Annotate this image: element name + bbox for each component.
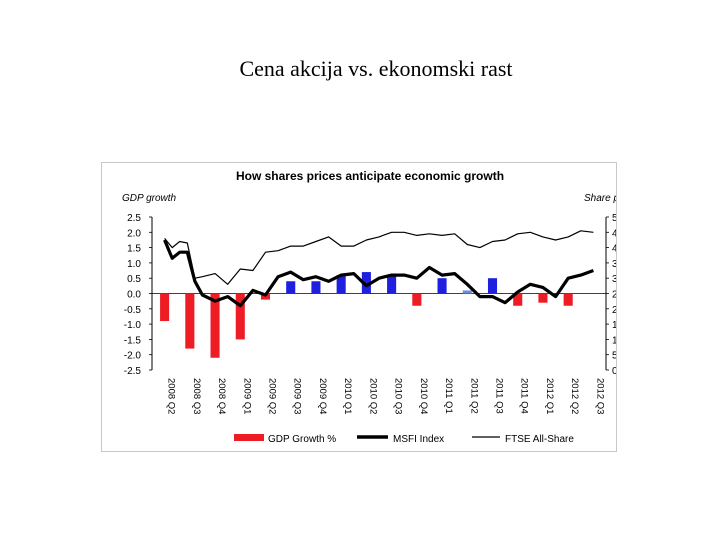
x-tick-label: 2010 Q2	[367, 378, 378, 414]
gdp-bar	[336, 275, 346, 294]
left-tick-label: 2.5	[127, 213, 141, 224]
right-axis-label: Share prices	[584, 193, 616, 204]
gdp-bar	[361, 272, 371, 294]
x-tick-label: 2008 Q3	[191, 378, 202, 414]
msfi-line	[163, 239, 594, 308]
x-tick-label: 2009 Q4	[317, 378, 328, 414]
chart: How shares prices anticipate economic gr…	[122, 169, 616, 445]
x-tick-label: 2010 Q4	[418, 378, 429, 414]
right-tick-label: 15.0	[612, 320, 616, 331]
legend-gdp-label: GDP Growth %	[268, 434, 336, 445]
left-tick-label: -0.5	[124, 305, 142, 316]
x-tick-label: 2011 Q3	[494, 378, 505, 414]
x-tick-label: 2012 Q1	[544, 378, 555, 414]
x-tick-label: 2008 Q4	[216, 378, 227, 414]
legend-msfi-label: MSFI Index	[393, 434, 444, 445]
gdp-bar	[387, 275, 397, 294]
gdp-bar	[437, 278, 447, 294]
gdp-bar	[513, 293, 523, 306]
left-tick-label: -2.0	[124, 351, 142, 362]
gdp-bar	[286, 281, 296, 294]
right-tick-label: 35.0	[612, 259, 616, 270]
gdp-bar	[538, 293, 548, 303]
right-tick-label: 30.0	[612, 274, 616, 285]
gdp-bar	[487, 278, 498, 294]
right-tick-label: 5 0	[612, 351, 616, 362]
gdp-bar	[235, 293, 245, 340]
chart-title: How shares prices anticipate economic gr…	[236, 169, 504, 183]
x-tick-label: 2008 Q2	[166, 378, 177, 414]
left-tick-label: 1.0	[127, 259, 141, 270]
gdp-bar	[462, 290, 472, 294]
gdp-bar	[210, 293, 220, 358]
left-tick-label: 1.5	[127, 244, 141, 255]
x-tick-label: 2012 Q2	[569, 378, 580, 414]
x-tick-label: 2009 Q3	[292, 378, 303, 414]
gdp-bar	[311, 281, 321, 294]
left-axis-label: GDP growth	[122, 193, 177, 204]
gdp-bar	[160, 293, 170, 322]
left-tick-label: 0.5	[127, 274, 141, 285]
legend-ftse-label: FTSE All-Share	[505, 434, 574, 445]
left-tick-label: 0.0	[127, 290, 141, 301]
right-tick-label: 10.0	[612, 335, 616, 346]
left-tick-label: -1.5	[124, 335, 142, 346]
left-tick-label: -1.0	[124, 320, 142, 331]
x-tick-label: 2011 Q2	[468, 378, 479, 414]
right-tick-label: 20.0	[612, 305, 616, 316]
right-tick-label: 50.0	[612, 213, 616, 224]
gdp-bar	[185, 293, 195, 349]
x-tick-label: 2009 Q2	[267, 378, 278, 414]
gdp-bar	[412, 293, 422, 306]
legend-gdp-swatch	[234, 434, 264, 441]
x-tick-label: 2009 Q1	[241, 378, 252, 414]
left-tick-label: 2.0	[127, 228, 141, 239]
x-tick-label: 2010 Q3	[393, 378, 404, 414]
right-tick-label: 45.0	[612, 228, 616, 239]
slide-title: Cena akcija vs. ekonomski rast	[239, 56, 513, 81]
right-tick-label: 0.0	[612, 366, 616, 377]
x-tick-label: 2012 Q3	[594, 378, 605, 414]
ftse-line	[164, 230, 594, 285]
x-tick-label: 2010 Q1	[342, 378, 353, 414]
right-tick-label: 25.0	[612, 290, 616, 301]
x-tick-label: 2011 Q1	[443, 378, 454, 414]
left-tick-label: -2.5	[124, 366, 142, 377]
chart-frame: How shares prices anticipate economic gr…	[101, 162, 617, 452]
x-tick-label: 2011 Q4	[519, 378, 530, 414]
gdp-bar	[563, 293, 573, 306]
right-tick-label: 40.0	[612, 244, 616, 255]
